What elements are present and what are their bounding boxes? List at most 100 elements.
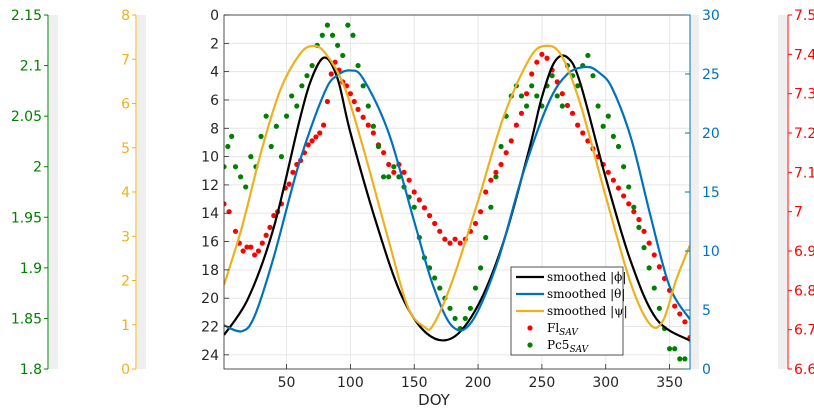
fl-point — [317, 130, 323, 136]
pc5-point — [263, 113, 269, 119]
pc5-point — [651, 285, 657, 291]
fl-point — [631, 209, 637, 215]
fl-point — [605, 169, 611, 175]
fl-point — [347, 91, 353, 97]
pc5-point — [355, 62, 361, 69]
fl-point — [411, 189, 417, 195]
pc5-axis-tick-label: 1.8 — [20, 362, 42, 378]
fl-point — [380, 150, 387, 156]
fl-point — [503, 150, 509, 156]
pc5-point — [554, 93, 560, 99]
fl-point — [351, 98, 357, 105]
fl-point — [401, 169, 407, 175]
phi-line — [224, 54, 690, 342]
pc5-point — [462, 315, 468, 322]
fl-point — [328, 71, 334, 77]
pc5-point — [595, 103, 601, 109]
theta-tick-label: 10 — [702, 244, 720, 260]
fl-point — [437, 228, 443, 234]
pc5-point — [386, 174, 392, 180]
pc5-point — [345, 22, 351, 28]
pc5-point — [498, 143, 504, 150]
fl-point — [539, 51, 545, 57]
fl-point — [564, 102, 571, 109]
pc5-axis-tick-label: 1.9 — [20, 261, 42, 277]
fl-point — [636, 216, 642, 223]
y-tick-label: 4 — [210, 65, 219, 81]
fl-point — [305, 142, 311, 148]
fl-point — [585, 138, 591, 144]
y-tick-label: 20 — [201, 291, 219, 307]
pc5-point — [600, 123, 606, 129]
pc5-point — [483, 234, 489, 241]
fl-point — [651, 252, 657, 258]
fl-point — [252, 252, 258, 258]
psi-axis-strip — [137, 15, 146, 369]
pc5-point — [534, 93, 540, 99]
pc5-point — [289, 93, 295, 99]
pc5-point — [283, 113, 290, 119]
pc5-point — [224, 164, 227, 170]
pc5-legend-subscript: SAV — [569, 345, 589, 355]
fl-point — [559, 91, 565, 97]
psi-axis-tick-label: 4 — [121, 185, 130, 201]
fl-point — [513, 122, 519, 128]
pc5-point — [437, 285, 443, 291]
fl-point — [313, 134, 319, 140]
pc5-point — [232, 164, 239, 170]
fl-point — [320, 122, 327, 128]
fl-axis-tick-label: 7.1 — [794, 165, 814, 181]
pc5-point — [258, 133, 264, 139]
fl-axis-tick-label: 7.2 — [794, 126, 814, 142]
pc5-point — [518, 93, 525, 99]
pc5-point — [411, 204, 417, 210]
fl-point — [575, 122, 581, 128]
fl-point — [508, 138, 514, 144]
pc5-point — [656, 305, 662, 311]
fl-point — [355, 106, 361, 112]
fl-point — [646, 240, 652, 246]
pc5-point — [666, 346, 673, 352]
pc5-point — [559, 103, 565, 109]
pc5-point — [335, 42, 341, 48]
fl-point — [569, 110, 576, 116]
pc5-point — [615, 143, 622, 150]
pc5-point — [585, 52, 591, 59]
fl-point — [248, 244, 254, 250]
fl-point — [309, 138, 315, 144]
x-axis-label: DOY — [418, 391, 451, 409]
theta-tick-label: 15 — [702, 185, 720, 201]
pc5-axis-tick-label: 2.15 — [11, 8, 42, 24]
theta-tick-label: 30 — [702, 8, 720, 24]
theta-line — [224, 65, 690, 333]
fl-point — [263, 232, 269, 238]
fl-point — [259, 240, 265, 246]
fl-axis-tick-label: 6.7 — [794, 323, 814, 339]
psi-axis-tick-label: 3 — [121, 229, 130, 245]
fl-legend-subscript: SAV — [559, 328, 579, 338]
fl-point — [365, 122, 371, 128]
fl-point — [488, 177, 494, 183]
fl-point — [544, 55, 550, 61]
pc5-point — [365, 103, 371, 109]
y-tick-label: 10 — [201, 150, 219, 166]
fl-point — [416, 197, 422, 203]
theta-axis-strip — [690, 15, 699, 369]
theta-tick-label: 20 — [702, 126, 720, 142]
offset-y-axes: 1.81.851.91.9522.052.12.150123456786.66.… — [11, 8, 814, 378]
fl-point — [483, 189, 489, 195]
fl-point — [626, 201, 632, 207]
pc5-point — [488, 204, 494, 210]
fl-point — [360, 114, 366, 120]
x-tick-label: 350 — [656, 375, 683, 391]
fl-point — [391, 169, 397, 175]
fl-point — [656, 264, 662, 270]
pc5-point — [248, 154, 254, 160]
y-tick-label: 6 — [210, 93, 219, 109]
fl-point — [406, 177, 412, 183]
fl-axis-tick-label: 6.9 — [794, 244, 814, 260]
fl-point — [672, 303, 678, 309]
pc5-legend-swatch — [527, 342, 533, 348]
pc5-point — [621, 164, 627, 170]
